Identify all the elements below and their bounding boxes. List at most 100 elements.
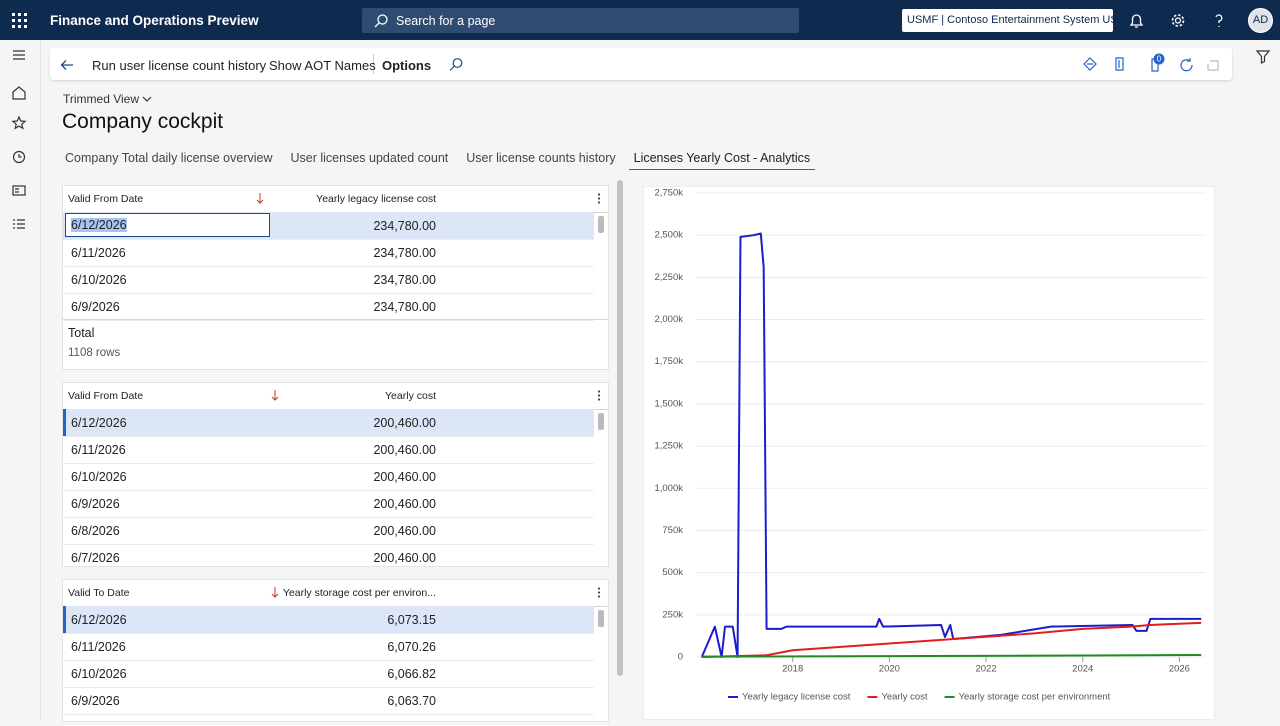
- toolbar-button[interactable]: Show AOT Names: [269, 58, 376, 73]
- search-box[interactable]: Search for a page: [362, 8, 799, 33]
- selection-bar: [63, 409, 66, 436]
- toolbar-icons[interactable]: 0: [1080, 53, 1225, 75]
- toolbar-search[interactable]: [448, 57, 464, 73]
- y-tick-label: 750k: [662, 525, 683, 536]
- grid-row[interactable]: 6/10/2026 6,066.82: [63, 660, 594, 688]
- column-header[interactable]: Valid To Date: [68, 587, 130, 599]
- data-grid: Valid To Date Yearly storage cost per env…: [62, 579, 609, 722]
- grid-row[interactable]: 6/11/2026 6,070.26: [63, 633, 594, 661]
- grid-scroll-thumb[interactable]: [598, 413, 604, 430]
- cell-value: 234,780.00: [373, 300, 436, 314]
- grid-header: Valid To Date Yearly storage cost per env…: [63, 580, 608, 607]
- top-icons[interactable]: [1128, 12, 1228, 30]
- cell-value: 234,780.00: [373, 219, 436, 233]
- cell-value: 200,460.00: [373, 470, 436, 484]
- x-tick-label: 2018: [782, 664, 803, 675]
- grid-row[interactable]: 6/12/2026 6,073.15: [63, 606, 594, 634]
- toolbar-separator: [373, 54, 374, 74]
- filter-icon[interactable]: [1255, 49, 1271, 65]
- grid-row[interactable]: 6/12/2026 200,460.00: [63, 409, 594, 437]
- column-header[interactable]: Yearly cost: [385, 390, 436, 402]
- chart-card: 0 250k 500k 750k 1,000k 1,250k 1,500k 1,750k 2,0…: [643, 186, 1215, 720]
- left-nav: [0, 40, 41, 720]
- notification-badge: 0: [1157, 55, 1162, 64]
- cell-text: 6/9/2026: [71, 694, 120, 708]
- nav-icons[interactable]: [0, 40, 40, 260]
- grid-scroll-thumb[interactable]: [598, 216, 604, 233]
- cell-value: 200,460.00: [373, 443, 436, 457]
- tab[interactable]: Company Total daily license overview: [65, 151, 273, 165]
- cell-text: 6/12/2026: [71, 613, 127, 627]
- company-picker[interactable]: USMF | Contoso Entertainment System USA: [902, 9, 1125, 32]
- footer-count: 1108 rows: [68, 347, 121, 359]
- x-tick-label: 2020: [879, 664, 900, 675]
- footer-label: Total: [68, 326, 95, 340]
- toolbar-button[interactable]: Run user license count history: [92, 58, 267, 73]
- cell-value: 6,066.82: [387, 667, 436, 681]
- column-header[interactable]: Valid From Date: [68, 390, 144, 402]
- grid-scroll-thumb[interactable]: [598, 610, 604, 627]
- menu-dot: [597, 591, 601, 594]
- sort-arrow: [256, 193, 264, 204]
- avatar[interactable]: AD: [1248, 8, 1273, 33]
- pane-scrollbar[interactable]: [617, 180, 623, 676]
- cell-value: 200,460.00: [373, 551, 436, 565]
- legend-label: Yearly legacy license cost: [742, 692, 851, 703]
- column-menu[interactable]: [597, 587, 601, 599]
- view-selector[interactable]: Trimmed View: [63, 92, 152, 106]
- toolbar: [50, 48, 1232, 80]
- data-grid: Valid From Date Yearly legacy license cos…: [62, 185, 609, 370]
- y-tick-label: 2,250k: [654, 272, 683, 283]
- grid-row[interactable]: 6/10/2026 234,780.00: [63, 266, 594, 294]
- view-name: Trimmed View: [63, 92, 140, 106]
- search-icon: [374, 14, 388, 28]
- column-menu[interactable]: [597, 193, 601, 205]
- cell-text: 6/11/2026: [71, 443, 126, 457]
- y-tick-label: 1,500k: [654, 398, 683, 409]
- y-tick-label: 1,750k: [654, 356, 683, 367]
- grid-row[interactable]: 6/10/2026 200,460.00: [63, 463, 594, 491]
- grid-row[interactable]: 6/11/2026 234,780.00: [63, 239, 594, 267]
- grid-row[interactable]: 6/11/2026 200,460.00: [63, 436, 594, 464]
- y-tick-label: 500k: [662, 567, 683, 578]
- tab[interactable]: User licenses updated count: [290, 151, 449, 165]
- cell-text: 6/10/2026: [71, 667, 127, 681]
- cell-text: 6/12/2026: [71, 218, 127, 232]
- app-launcher[interactable]: [12, 13, 27, 28]
- selection-bar: [63, 606, 66, 633]
- grid-row[interactable]: 6/12/2026 234,780.00: [63, 212, 594, 240]
- cell-text: 6/9/2026: [71, 300, 120, 314]
- tab[interactable]: Licenses Yearly Cost - Analytics: [628, 148, 816, 170]
- cell-value: 6,063.70: [387, 694, 436, 708]
- column-header[interactable]: Valid From Date: [68, 193, 144, 205]
- back-button[interactable]: [59, 57, 75, 73]
- y-tick-label: 2,750k: [654, 188, 683, 199]
- toolbar-button[interactable]: Options: [382, 58, 432, 73]
- cell-value: 200,460.00: [373, 416, 436, 430]
- legend-label: Yearly storage cost per environment: [959, 692, 1111, 703]
- user-initials: AD: [1252, 14, 1269, 26]
- grid-header: Valid From Date Yearly legacy license cos…: [63, 186, 608, 213]
- cell-value: 234,780.00: [373, 273, 436, 287]
- grid-row[interactable]: 6/8/2026 200,460.00: [63, 517, 594, 545]
- chevron: [142, 96, 152, 102]
- cell-value: 6,070.26: [387, 640, 436, 654]
- app-title: Finance and Operations Preview: [50, 13, 259, 28]
- column-header[interactable]: Yearly legacy license cost: [316, 193, 436, 205]
- cell-text: 6/8/2026: [71, 524, 120, 538]
- cell-value: 6,073.15: [387, 613, 436, 627]
- cell-value: 200,460.00: [373, 497, 436, 511]
- grid-row[interactable]: 6/7/2026 200,460.00: [63, 544, 594, 566]
- column-header[interactable]: Yearly storage cost per environ...: [282, 587, 436, 599]
- menu-dot: [597, 201, 601, 204]
- tab[interactable]: User license counts history: [466, 151, 616, 165]
- legend-label: Yearly cost: [881, 692, 927, 703]
- page-title: Company cockpit: [62, 110, 224, 133]
- column-menu[interactable]: [597, 390, 601, 402]
- grid-row[interactable]: 6/9/2026 200,460.00: [63, 490, 594, 518]
- grid-row[interactable]: 6/9/2026 6,063.70: [63, 687, 594, 715]
- grid-row[interactable]: 6/9/2026 234,780.00: [63, 293, 594, 321]
- y-tick-label: 2,000k: [654, 314, 683, 325]
- arrow-path: [271, 390, 279, 401]
- cell-text: 6/10/2026: [71, 470, 127, 484]
